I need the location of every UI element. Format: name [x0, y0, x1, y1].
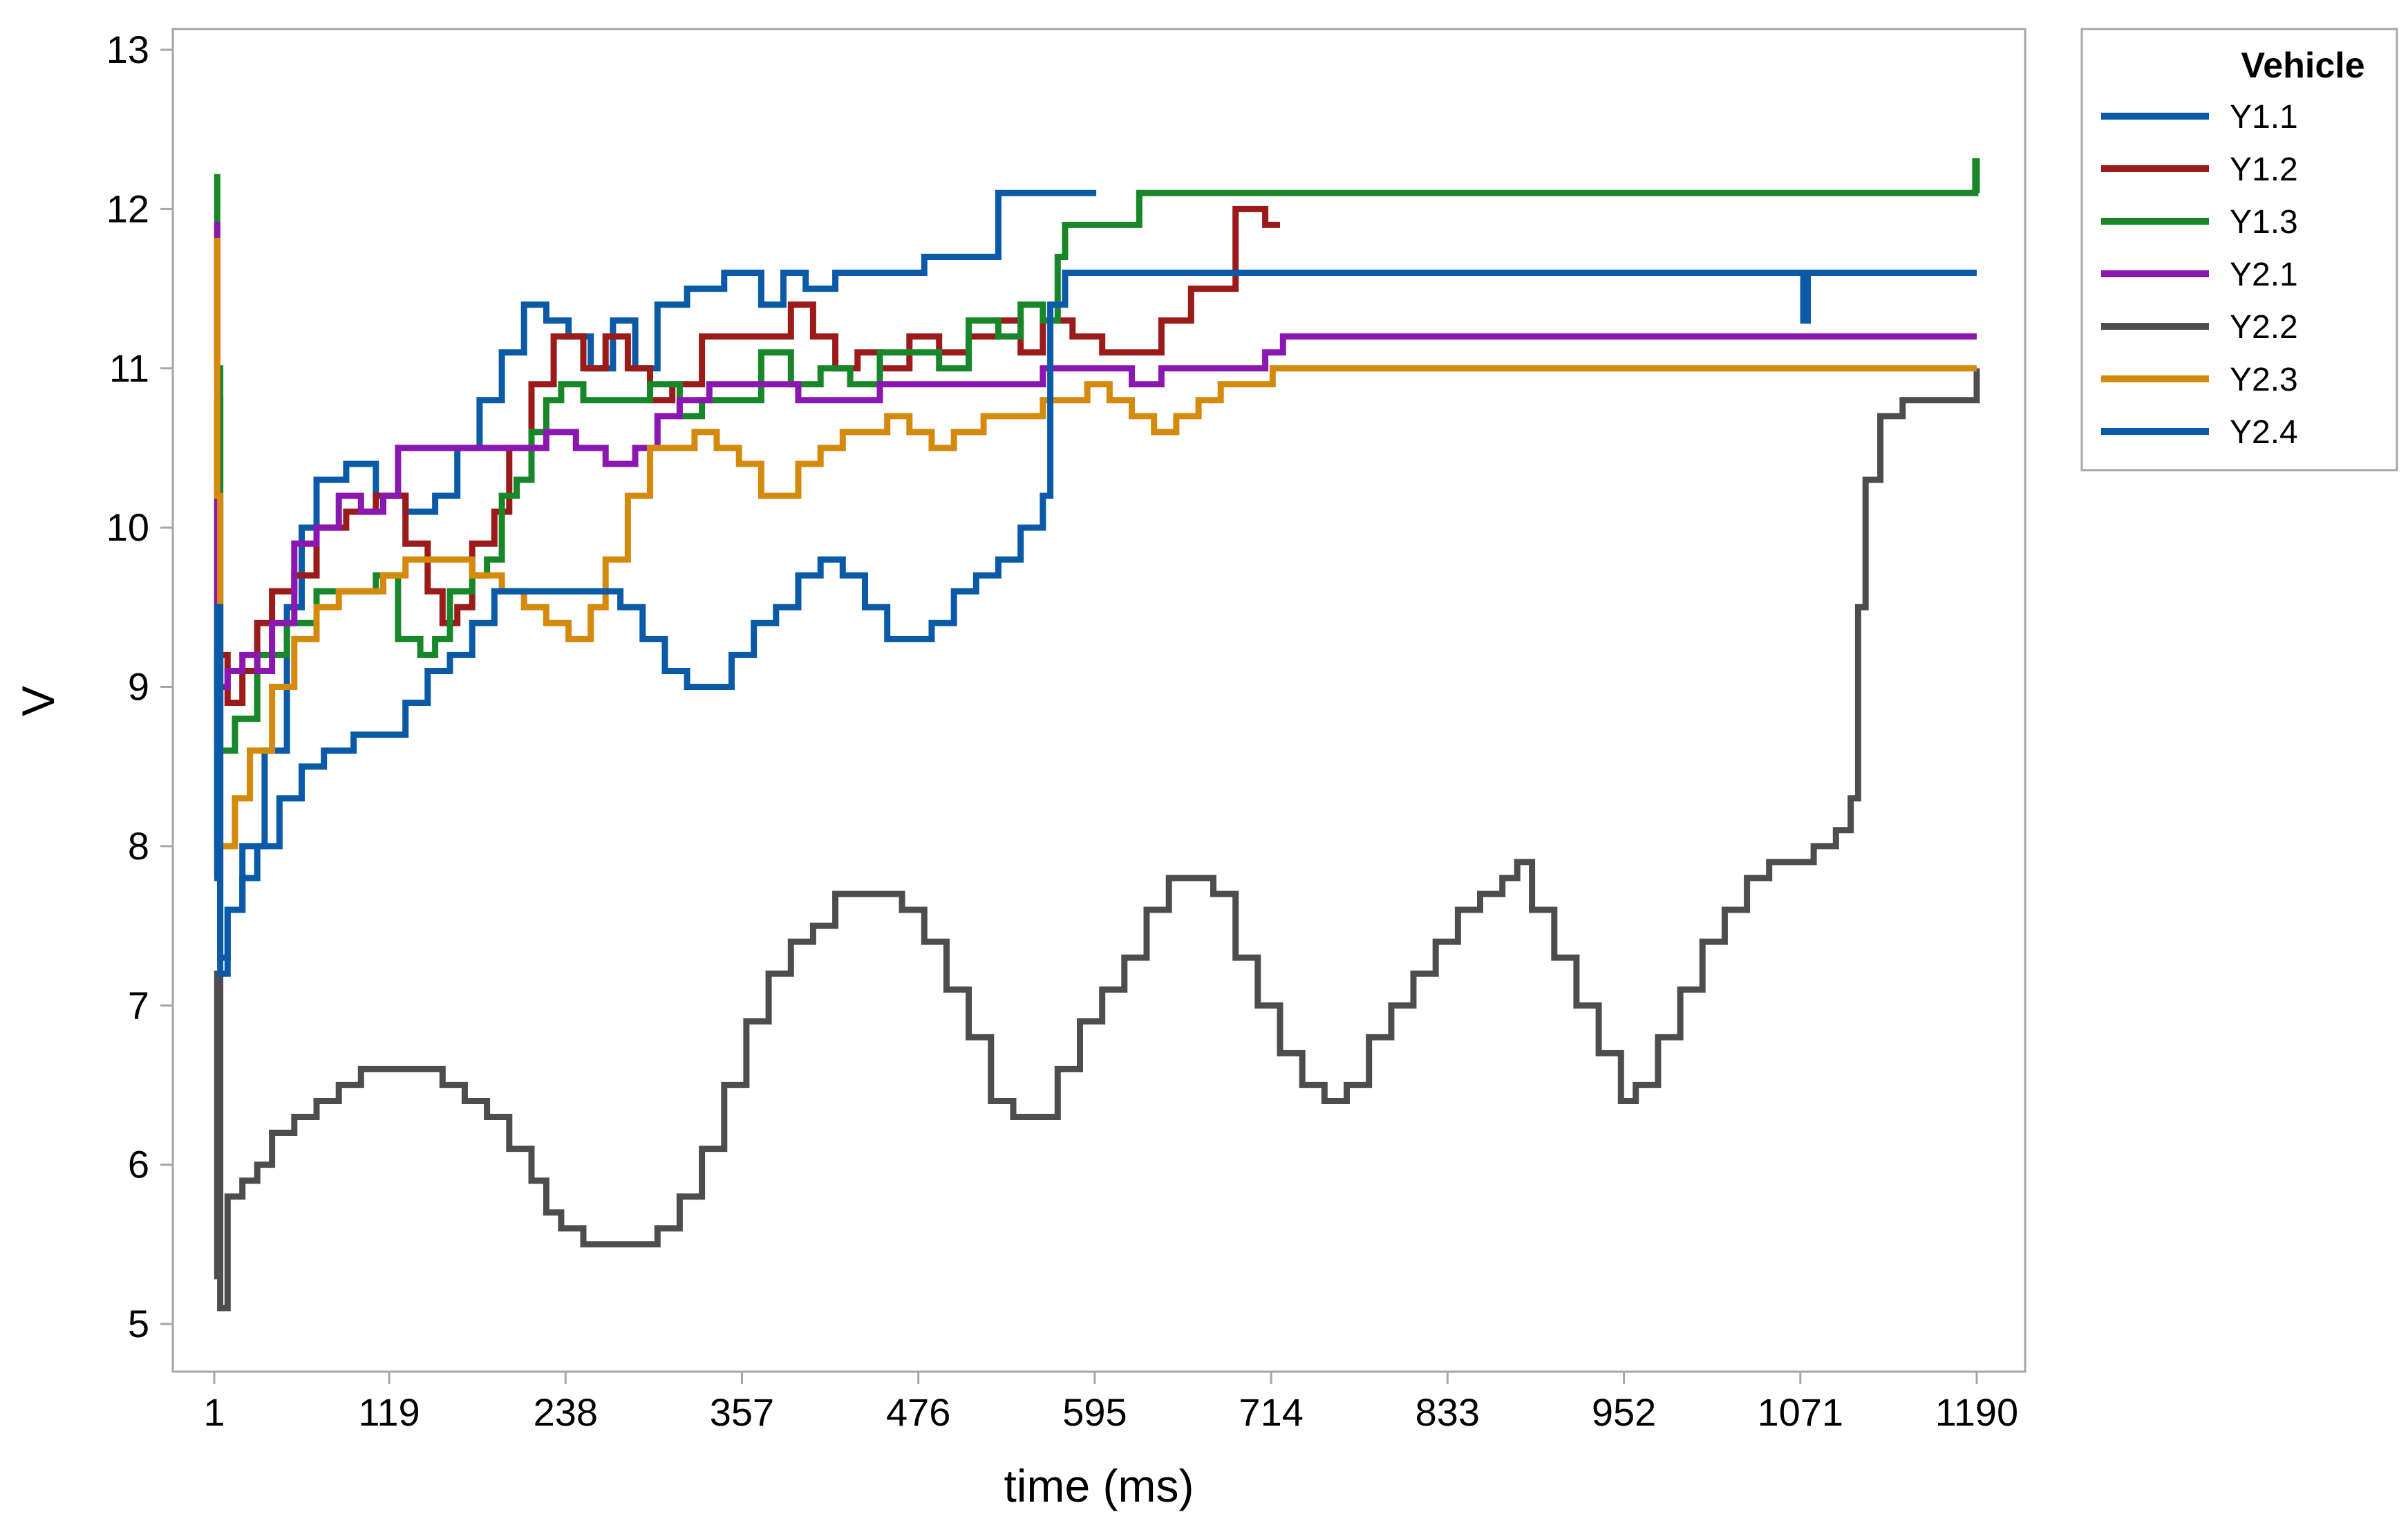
x-tick-label: 238 — [534, 1390, 598, 1434]
x-tick-label: 833 — [1415, 1390, 1480, 1434]
legend-label: Y2.2 — [2230, 309, 2298, 346]
series-line-y2-2 — [214, 368, 1980, 1312]
series-line-y1-1 — [214, 189, 1097, 961]
x-tick-label: 357 — [710, 1390, 774, 1434]
x-tick-label: 595 — [1062, 1390, 1127, 1434]
x-tick-label: 1 — [203, 1390, 225, 1434]
y-axis: 5 6 7 8 9 10 11 12 13 — [106, 28, 173, 1345]
y-tick-label: 6 — [128, 1143, 149, 1186]
legend-frame — [2080, 28, 2398, 472]
legend-label: Y1.1 — [2230, 99, 2298, 136]
x-tick-label: 1071 — [1757, 1390, 1843, 1434]
series-line-y2-3 — [214, 237, 1977, 850]
legend-title: Vehicle — [2241, 46, 2364, 86]
y-tick-label: 7 — [128, 983, 149, 1027]
x-tick-label: 1190 — [1935, 1390, 2018, 1434]
x-axis: 1 119 238 357 476 595 714 833 952 1071 1190 — [203, 1372, 2018, 1434]
legend-label: Y1.3 — [2230, 204, 2298, 241]
legend-label: Y2.1 — [2230, 256, 2298, 293]
y-tick-label: 8 — [128, 824, 149, 868]
y-tick-label: 13 — [106, 28, 149, 71]
x-tick-label: 952 — [1592, 1390, 1656, 1434]
y-tick-label: 11 — [109, 346, 149, 390]
x-tick-label: 119 — [358, 1390, 420, 1434]
x-tick-label: 714 — [1239, 1390, 1303, 1434]
series-line-y2-4 — [214, 270, 1977, 977]
legend-label: Y2.3 — [2230, 362, 2298, 398]
x-tick-label: 476 — [886, 1390, 950, 1434]
y-tick-label: 5 — [128, 1302, 149, 1345]
plot-area-frame — [171, 28, 2026, 1373]
y-tick-label: 12 — [106, 187, 149, 230]
y-tick-label: 10 — [106, 505, 149, 549]
y-tick-label: 9 — [128, 665, 149, 709]
series-layer — [214, 158, 1980, 1312]
legend: Vehicle Y1.1 Y1.2 Y1.3 Y2.1 Y2.2 Y2.3 Y2.4 — [2080, 28, 2398, 472]
legend-label: Y2.4 — [2230, 414, 2298, 451]
legend-items: Y1.1 Y1.2 Y1.3 Y2.1 Y2.2 Y2.3 Y2.4 — [2101, 99, 2298, 451]
legend-label: Y1.2 — [2230, 151, 2298, 188]
x-axis-title: time (ms) — [1004, 1460, 1194, 1511]
y-axis-title: V — [12, 686, 64, 716]
